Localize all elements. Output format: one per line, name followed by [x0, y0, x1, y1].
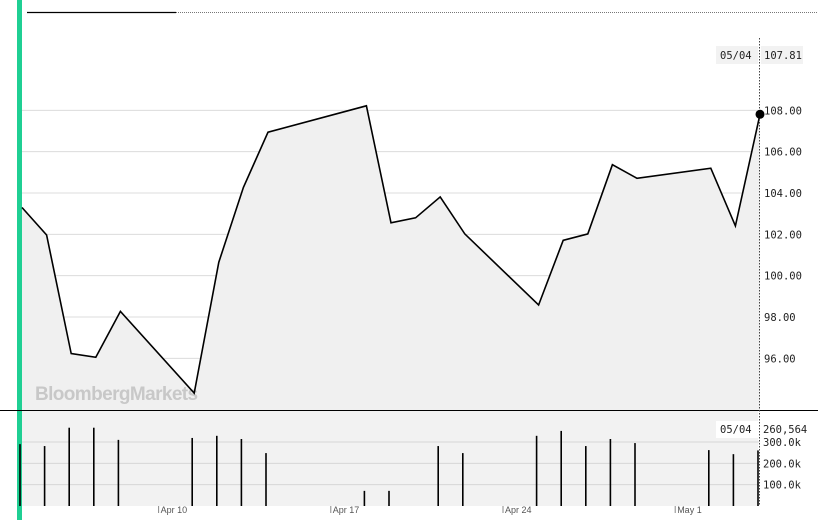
- price-tick-label: 96.00: [764, 353, 796, 365]
- bloomberg-markets-logo: BloombergMarkets: [35, 384, 198, 405]
- price-tick-label: 106.00: [764, 147, 802, 159]
- x-tick-label: Apr 24: [505, 505, 532, 515]
- x-tick-label: May 1: [677, 505, 702, 515]
- volume-tick-label: 200.0k: [763, 458, 802, 470]
- price-area-fill: [22, 105, 760, 411]
- price-tick-label: 100.00: [764, 271, 802, 283]
- crosshair-volume-date: 05/04: [720, 424, 752, 436]
- price-line: [21, 104, 761, 395]
- price-crosshair-label: 05/04 107.81: [716, 46, 803, 64]
- x-tick-label: Apr 10: [161, 505, 188, 515]
- volume-panel-bg: [22, 410, 758, 506]
- crosshair-date: 05/04: [720, 50, 752, 62]
- price-tick-label: 104.00: [764, 188, 802, 200]
- price-tick-label: 108.00: [764, 105, 802, 117]
- volume-crosshair-label: 05/04 260,564: [716, 421, 813, 438]
- x-tick-label: Apr 17: [333, 505, 360, 515]
- volume-tick-label: 100.0k: [763, 480, 802, 492]
- accent-bar: [17, 0, 22, 520]
- crosshair-volume: 260,564: [763, 424, 807, 436]
- last-price-marker: [755, 109, 765, 119]
- price-tick-label: 102.00: [764, 229, 802, 241]
- volume-tick-label: 300.0k: [763, 437, 802, 449]
- crosshair-price: 107.81: [764, 50, 802, 62]
- price-tick-label: 98.00: [764, 312, 796, 324]
